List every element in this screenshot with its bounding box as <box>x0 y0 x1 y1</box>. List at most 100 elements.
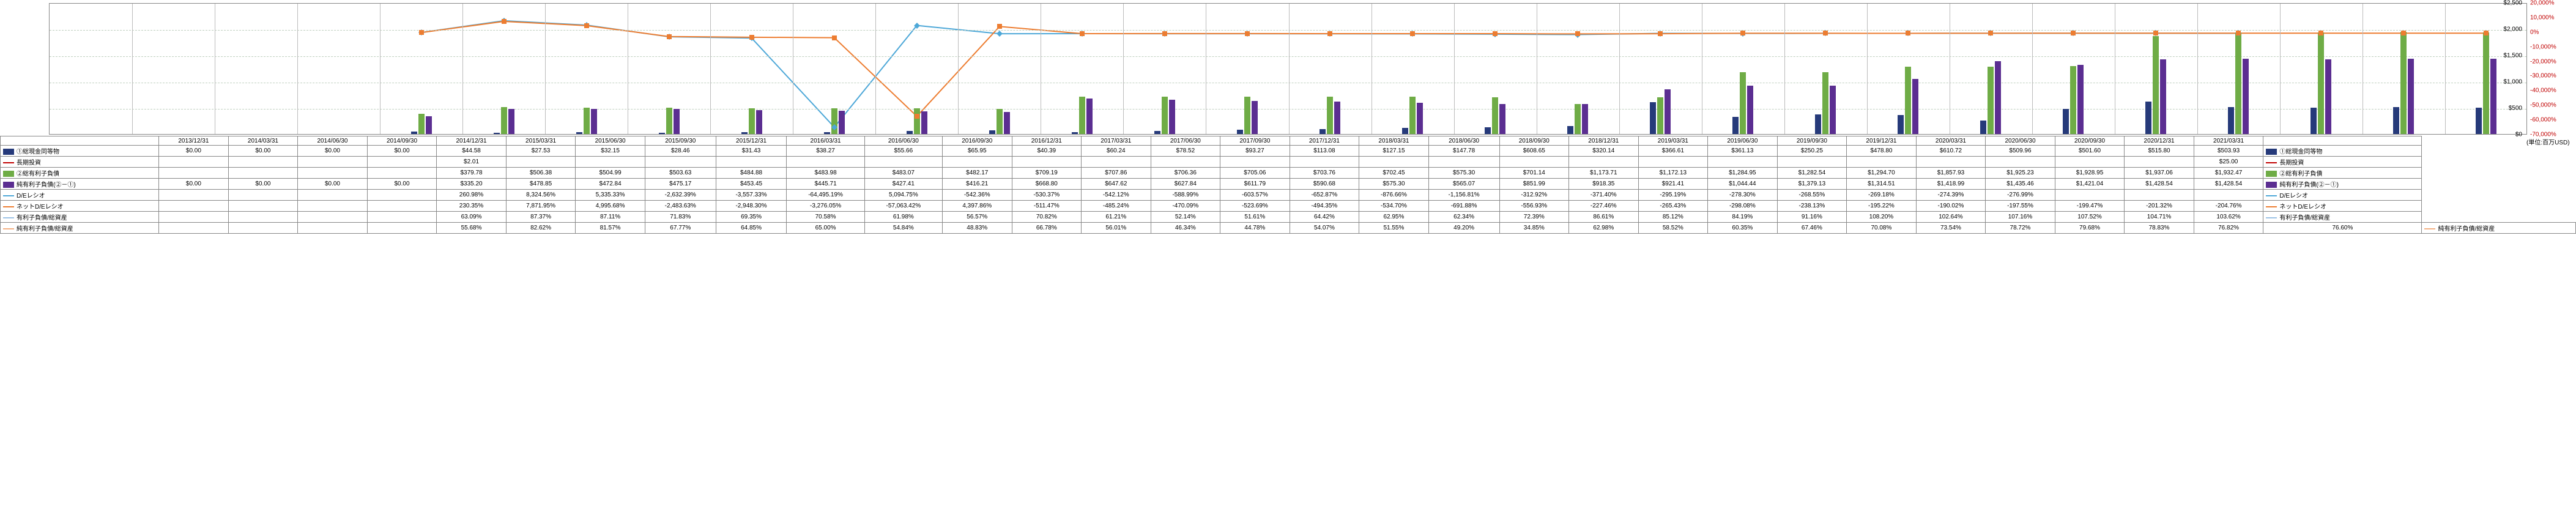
data-cell: $0.00 <box>298 179 368 190</box>
data-cell: -2,948.30% <box>716 201 787 212</box>
data-cell: -494.35% <box>1290 201 1359 212</box>
data-cell: $0.00 <box>367 179 437 190</box>
row-header-right: 純有利子負債(②－①) <box>2263 179 2422 190</box>
data-cell: -268.55% <box>1777 190 1847 201</box>
period-header: 2019/06/30 <box>1708 136 1778 146</box>
bar <box>1575 104 1581 134</box>
data-cell: -278.30% <box>1708 190 1778 201</box>
x-gridline <box>875 4 876 134</box>
period-header: 2015/12/31 <box>716 136 787 146</box>
data-cell <box>1499 157 1569 168</box>
data-cell: -485.24% <box>1082 201 1151 212</box>
data-cell: $1,928.95 <box>2055 168 2125 179</box>
y1-tick-label: $1,500 <box>2485 53 2522 59</box>
chart-plot-area <box>49 3 2527 135</box>
line-marker <box>1080 31 1085 36</box>
line-marker <box>1327 31 1332 36</box>
period-header: 2019/03/31 <box>1638 136 1708 146</box>
data-cell: 44.78% <box>1220 223 1290 234</box>
data-cell: $590.68 <box>1290 179 1359 190</box>
data-cell: -1,156.81% <box>1428 190 1499 201</box>
data-cell <box>228 190 298 201</box>
bar <box>1079 97 1085 134</box>
data-cell: 34.85% <box>1499 223 1569 234</box>
data-cell <box>2125 190 2194 201</box>
data-cell: -588.99% <box>1151 190 1220 201</box>
bar <box>2400 32 2407 134</box>
data-cell: $1,284.95 <box>1708 168 1778 179</box>
x-gridline <box>1289 4 1290 134</box>
data-cell: -64,495.19% <box>787 190 864 201</box>
bar <box>1905 67 1911 135</box>
bar <box>1327 97 1333 134</box>
data-cell: -227.46% <box>1569 201 1639 212</box>
data-cell: -523.69% <box>1220 201 1290 212</box>
data-cell: -371.40% <box>1569 190 1639 201</box>
data-cell: 107.16% <box>1986 212 2055 223</box>
data-cell <box>228 157 298 168</box>
period-header: 2018/06/30 <box>1428 136 1499 146</box>
row-header-left: D/Eレシオ <box>1 190 159 201</box>
bar <box>1912 79 1918 134</box>
data-cell: 260.98% <box>437 190 507 201</box>
data-cell: $44.58 <box>437 146 507 157</box>
data-cell: 56.01% <box>1082 223 1151 234</box>
data-cell: $1,857.93 <box>1916 168 1986 179</box>
line-marker <box>1740 31 1745 35</box>
bar <box>756 110 762 134</box>
data-cell: -3,276.05% <box>787 201 864 212</box>
line-marker <box>1493 31 1498 36</box>
data-cell <box>1569 157 1639 168</box>
bar <box>1409 97 1416 134</box>
bar <box>501 107 507 134</box>
data-cell: $1,428.54 <box>2194 179 2263 190</box>
data-cell: $506.38 <box>506 168 576 179</box>
data-cell: 65.00% <box>787 223 864 234</box>
period-header: 2014/06/30 <box>298 136 368 146</box>
data-cell: 48.83% <box>942 223 1012 234</box>
data-cell: 69.35% <box>716 212 787 223</box>
bar <box>1732 117 1739 134</box>
row-header-right: ①総現金同等物 <box>2263 146 2422 157</box>
data-cell: -265.43% <box>1638 201 1708 212</box>
bar <box>426 116 432 134</box>
data-cell: 5,094.75% <box>864 190 942 201</box>
y2-tick-label: -40,000% <box>2530 88 2573 94</box>
bar <box>1747 86 1753 134</box>
data-cell: 103.62% <box>2194 212 2263 223</box>
data-cell: 8,324.56% <box>506 190 576 201</box>
bar <box>1995 61 2001 134</box>
line-marker <box>584 23 589 28</box>
data-cell: $1,173.71 <box>1569 168 1639 179</box>
data-cell: $40.39 <box>1012 146 1082 157</box>
data-cell: 54.84% <box>864 223 942 234</box>
data-cell <box>228 223 298 234</box>
data-cell: -312.92% <box>1499 190 1569 201</box>
data-cell: 85.12% <box>1638 212 1708 223</box>
data-cell <box>298 157 368 168</box>
x-gridline <box>1454 4 1455 134</box>
data-cell: 55.68% <box>437 223 507 234</box>
data-cell: -534.70% <box>1359 201 1429 212</box>
data-cell: -542.36% <box>942 190 1012 201</box>
data-cell <box>1082 157 1151 168</box>
data-cell: -470.09% <box>1151 201 1220 212</box>
period-header: 2015/03/31 <box>506 136 576 146</box>
data-cell: 58.52% <box>1638 223 1708 234</box>
data-cell: $361.13 <box>1708 146 1778 157</box>
data-cell: 66.78% <box>1012 223 1082 234</box>
x-gridline <box>2197 4 2198 134</box>
data-cell: 54.07% <box>1290 223 1359 234</box>
bar <box>1650 102 1656 134</box>
data-cell: 87.11% <box>576 212 645 223</box>
data-cell: -2,632.39% <box>645 190 716 201</box>
x-gridline <box>710 4 711 134</box>
data-cell: $705.06 <box>1220 168 1290 179</box>
data-cell <box>298 201 368 212</box>
row-header-right: ネットD/Eレシオ <box>2263 201 2422 212</box>
data-cell: $515.80 <box>2125 146 2194 157</box>
data-cell: $113.08 <box>1290 146 1359 157</box>
data-cell: -511.47% <box>1012 201 1082 212</box>
data-cell <box>1359 157 1429 168</box>
data-cell: $453.45 <box>716 179 787 190</box>
